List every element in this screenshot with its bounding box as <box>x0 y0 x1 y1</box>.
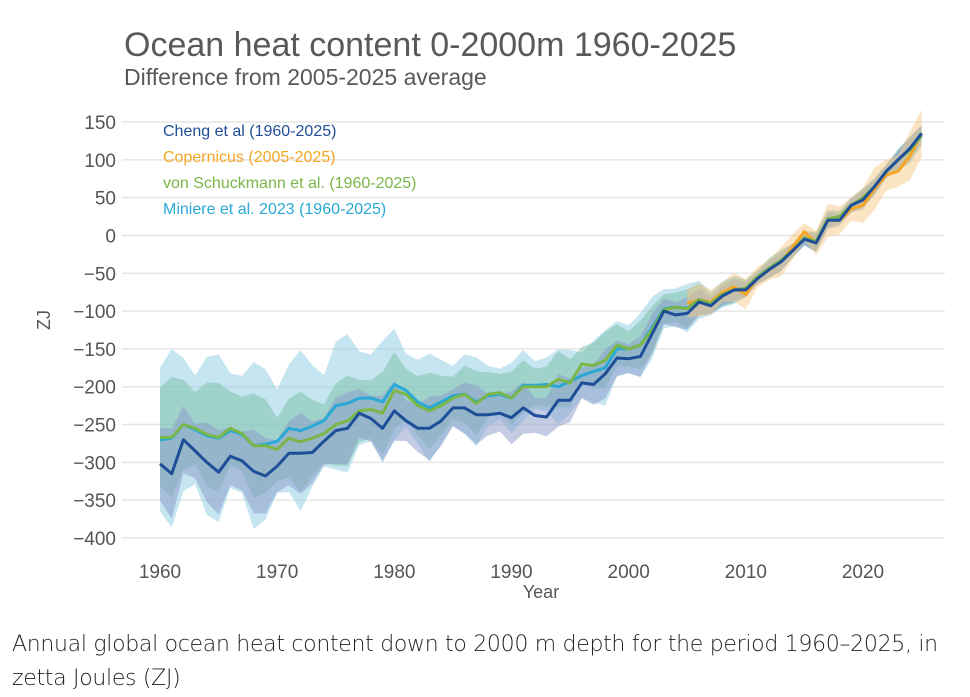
x-tick-label: 1990 <box>490 562 532 583</box>
uncertainty-band <box>160 125 922 519</box>
series-lines <box>159 132 923 478</box>
y-tick-label: −250 <box>73 416 116 437</box>
x-tick-label: 2010 <box>725 562 767 583</box>
y-tick-label: 50 <box>95 189 116 210</box>
series-line <box>159 132 923 478</box>
y-axis-label: ZJ <box>34 310 54 330</box>
legend-entry: von Schuckmann et al. (1960-2025) <box>163 175 416 192</box>
x-axis-label: Year <box>523 582 559 602</box>
y-tick-label: 0 <box>105 226 116 247</box>
legend-entry: Cheng et al (1960-2025) <box>163 123 336 140</box>
series-line <box>686 132 923 305</box>
x-tick-label: 1980 <box>373 562 415 583</box>
chart-subtitle: Difference from 2005-2025 average <box>124 64 487 90</box>
y-tick-label: −300 <box>73 453 116 474</box>
x-tick-label: 2020 <box>842 562 884 583</box>
figure-caption: Annual global ocean heat content down to… <box>12 632 938 691</box>
y-tick-labels: 150 100 50 0 −50 −100 −150 −200 −250 −300 −350 −400 <box>73 113 116 550</box>
y-tick-label: 100 <box>84 151 116 172</box>
y-tick-label: −400 <box>73 529 116 550</box>
x-tick-labels: 1960 1970 1980 1990 2000 2010 2020 <box>139 562 884 583</box>
x-tick-label: 1960 <box>139 562 181 583</box>
x-tick-label: 2000 <box>608 562 650 583</box>
x-tick-label: 1970 <box>256 562 298 583</box>
y-tick-label: −350 <box>73 491 116 512</box>
chart-title: Ocean heat content 0-2000m 1960-2025 <box>124 26 736 64</box>
y-tick-label: 150 <box>84 113 116 134</box>
uncertainty-bands <box>160 109 922 530</box>
ocean-heat-chart: Ocean heat content 0-2000m 1960-2025 Dif… <box>34 26 945 602</box>
legend: Cheng et al (1960-2025) Copernicus (2005-… <box>163 123 416 218</box>
uncertainty-band <box>687 109 922 318</box>
y-tick-label: −50 <box>84 264 116 285</box>
legend-entry: Copernicus (2005-2025) <box>163 149 336 166</box>
y-tick-label: −150 <box>73 340 116 361</box>
legend-entry: Miniere et al. 2023 (1960-2025) <box>163 201 386 218</box>
y-tick-label: −200 <box>73 378 116 399</box>
y-tick-label: −100 <box>73 302 116 323</box>
